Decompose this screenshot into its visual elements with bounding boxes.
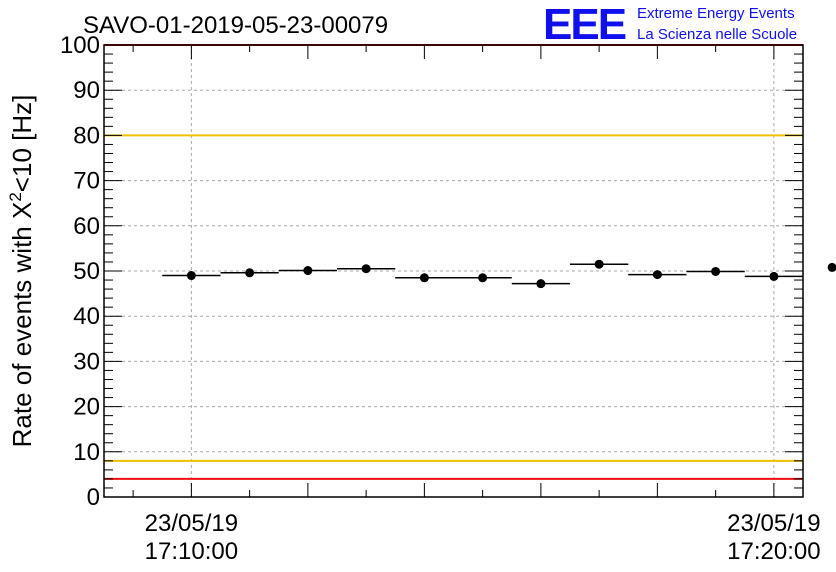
y-tick-label: 0 [87, 484, 100, 511]
y-tick-label: 10 [73, 439, 100, 466]
y-tick-label: 30 [73, 348, 100, 375]
chart-title: SAVO-01-2019-05-23-00079 [83, 12, 388, 39]
y-tick-label: 90 [73, 77, 100, 104]
data-point [419, 273, 429, 283]
y-tick-labels: 0 10 20 30 40 50 60 70 80 90 100 [60, 32, 100, 511]
logo-mark: EEE [543, 0, 626, 49]
reference-lines [104, 44, 803, 480]
axis-ticks [104, 44, 803, 498]
eee-logo: EEE Extreme Energy Events La Scienza nel… [543, 0, 797, 49]
data-point [769, 271, 779, 281]
y-tick-label: 20 [73, 394, 100, 421]
grid [104, 45, 803, 497]
y-tick-label: 50 [73, 258, 100, 285]
x-tick-label-date: 23/05/19 [727, 510, 820, 537]
x-tick-label-date: 23/05/19 [145, 510, 238, 537]
logo-line-1: Extreme Energy Events [637, 5, 795, 22]
data-point [478, 273, 488, 283]
x-tick-label-time: 17:10:00 [145, 538, 238, 565]
data-point [536, 279, 546, 289]
y-axis-label: Rate of events with X2<10 [Hz] [6, 95, 37, 448]
y-tick-label: 70 [73, 168, 100, 195]
data-point [594, 259, 604, 269]
y-tick-label: 80 [73, 122, 100, 149]
y-tick-label: 60 [73, 213, 100, 240]
logo-line-2: La Scienza nelle Scuole [637, 26, 797, 43]
y-tick-label: 100 [60, 32, 100, 59]
data-series [162, 259, 836, 289]
data-point [303, 266, 313, 276]
data-point [711, 266, 721, 276]
x-tick-label-time: 17:20:00 [727, 538, 820, 565]
data-point [361, 264, 371, 274]
data-point [245, 268, 255, 278]
y-tick-label: 40 [73, 303, 100, 330]
data-point [652, 270, 662, 280]
data-point [827, 262, 836, 272]
data-point [186, 271, 196, 281]
